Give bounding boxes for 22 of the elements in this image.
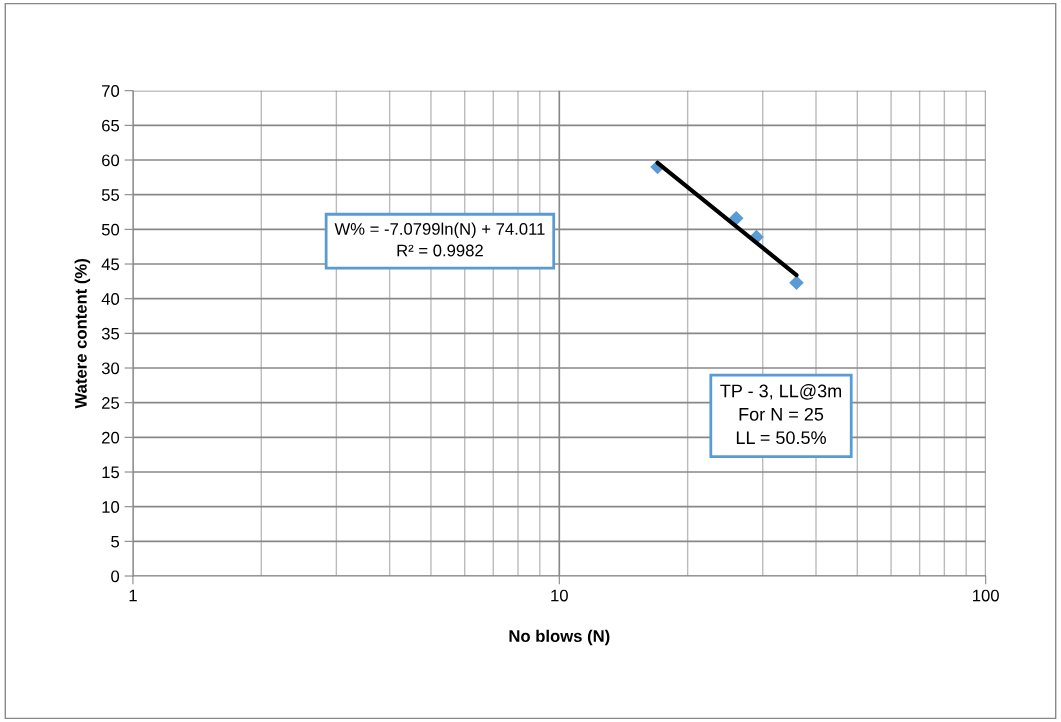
y-tick-label: 50: [101, 223, 120, 236]
y-tick-label: 10: [102, 501, 120, 513]
annotation: TP - 3, LL@3m For N = 25 LL = 50.5%: [720, 384, 842, 445]
y-tick-label: 35: [101, 327, 120, 340]
y-tick-label: 60: [102, 154, 120, 167]
y-tick-label: 15: [102, 466, 120, 479]
y-tick-label: 0: [111, 570, 120, 583]
y-tick-label: 40: [101, 293, 120, 305]
y-tick-label: 70: [102, 85, 120, 97]
y-tick-label: 5: [111, 535, 120, 548]
y-tick-label: 25: [102, 397, 120, 409]
x-tick-label: 10: [551, 589, 568, 602]
x-tick-label: 100: [973, 589, 999, 602]
y-tick-label: 55: [101, 189, 120, 201]
y-tick-label: 65: [102, 119, 120, 132]
y-tick-label: 20: [102, 431, 120, 444]
x-axis-title: No blows (N): [509, 629, 610, 646]
y-axis-title: Watere content (%): [74, 259, 91, 409]
y-tick-label: 30: [101, 362, 120, 375]
x-tick-label: 1: [129, 589, 137, 602]
y-tick-label: 45: [101, 258, 120, 271]
annotation: W% = -7.0799ln(N) + 74.011 R² = 0.9982: [334, 222, 545, 257]
